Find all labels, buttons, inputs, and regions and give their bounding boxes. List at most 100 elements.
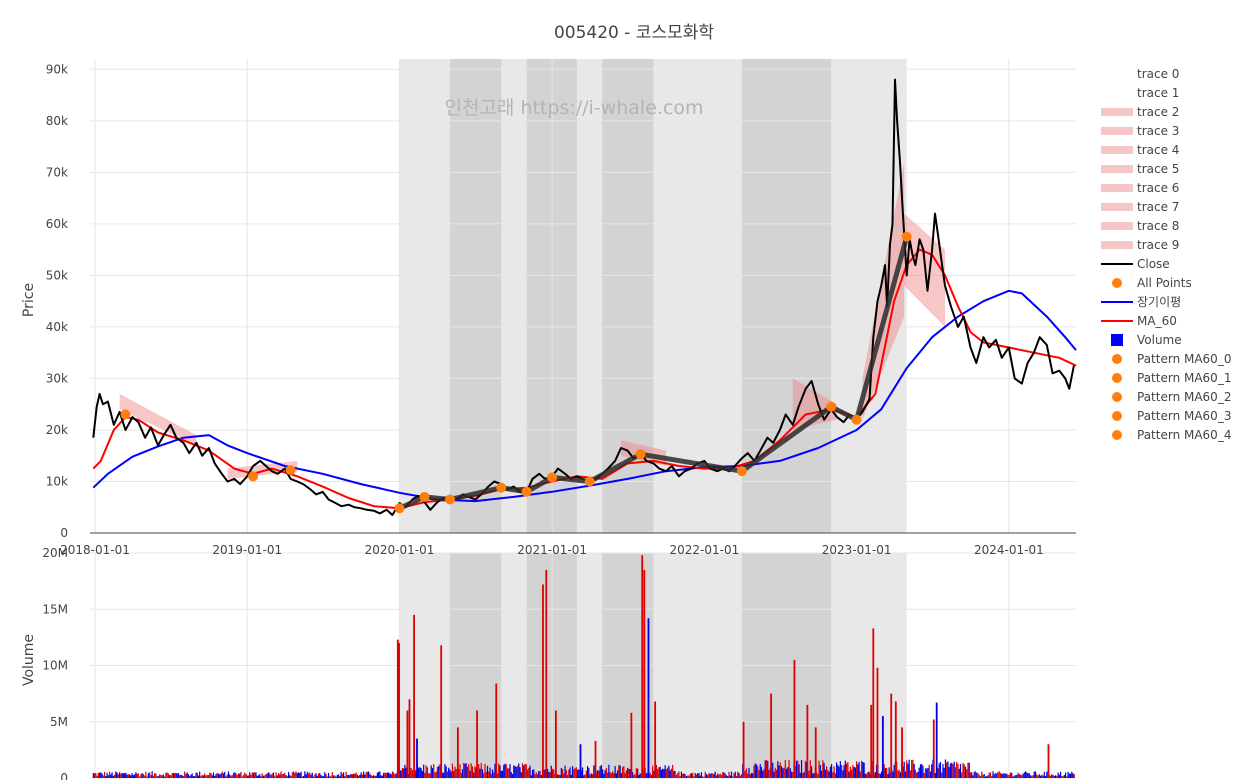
volume-bar [789,768,791,778]
volume-bar [353,773,355,778]
legend-item[interactable]: trace 7 [1101,200,1179,214]
volume-bar [146,776,148,778]
legend-item[interactable]: All Points [1112,276,1192,290]
volume-bar [121,772,123,778]
volume-bar [1053,775,1055,778]
legend-item[interactable]: 장기이평 [1101,295,1181,309]
volume-bar [753,765,755,778]
volume-bar [576,769,579,778]
volume-bar [792,771,794,778]
volume-bar [590,773,592,778]
legend-item[interactable]: MA_60 [1101,314,1177,328]
volume-bar [95,772,97,778]
volume-bar [689,773,691,778]
volume-bar [454,766,456,778]
close-line [92,78,1075,516]
legend-item[interactable]: Close [1101,257,1170,271]
volume-bar [797,760,799,778]
volume-bar [306,771,308,778]
volume-bar [335,776,337,778]
volume-bar [480,763,482,778]
volume-bar [899,772,902,778]
volume-bar [964,766,967,778]
legend-item[interactable]: Pattern MA60_4 [1112,428,1231,442]
volume-bar [864,773,866,778]
volume-bar [506,768,509,778]
volume-bar [619,765,621,778]
volume-bar [639,773,641,778]
volume-bar [518,763,520,778]
volume-bar [189,775,191,778]
volume-bar [242,775,245,778]
volume-bar [622,766,624,778]
volume-bar [954,767,957,778]
legend-item[interactable]: trace 4 [1101,143,1179,157]
legend-item[interactable]: Pattern MA60_0 [1112,352,1231,366]
legend-item[interactable]: Pattern MA60_1 [1112,371,1231,385]
volume-bar [164,776,166,778]
volume-bar [225,776,227,778]
legend-item[interactable]: Pattern MA60_3 [1112,409,1231,423]
legend-item[interactable]: trace 6 [1101,181,1179,195]
legend-item[interactable]: trace 0 [1137,67,1179,81]
legend[interactable]: trace 0 trace 1 trace 2 trace 3 trace 4 trace… [1101,67,1231,442]
volume-bar [488,771,490,778]
volume-tick-label: 20M [42,546,68,560]
volume-bar [124,772,126,778]
volume-bar [924,768,927,778]
volume-bar [423,764,425,778]
volume-bar [413,614,415,778]
legend-item[interactable]: trace 1 [1137,86,1179,100]
volume-bar [329,776,331,778]
volume-bar [112,775,114,778]
volume-bar [935,702,938,778]
volume-bar [745,768,748,778]
legend-label: trace 9 [1137,238,1179,252]
axes: 0 10k 20k 30k 40k 50k 60k 70k 80k 90k 0 5M 10M 15M 20M… [42,62,1076,780]
volume-bar [575,767,577,778]
volume-bar [851,769,853,778]
volume-bar [465,763,467,778]
volume-bar [787,767,789,778]
volume-bar [115,771,117,778]
volume-bar [660,769,663,778]
pattern-band [227,460,298,479]
legend-label: trace 0 [1137,67,1179,81]
volume-bar [830,764,833,778]
volume-bar [894,701,897,778]
volume-bar [932,719,935,778]
price-tick-label: 40k [46,320,68,334]
volume-bar [176,773,178,778]
volume-bar [214,775,216,778]
volume-bar [908,759,910,778]
volume-bar [678,771,680,778]
volume-bar [167,773,170,778]
volume-bar [142,774,144,778]
volume-bar [179,774,181,778]
legend-item[interactable]: Pattern MA60_2 [1112,390,1231,404]
volume-bar [752,773,754,778]
legend-label: MA_60 [1137,314,1177,328]
volume-bar [725,775,728,778]
legend-band-swatch [1101,241,1133,249]
volume-bar [1068,773,1070,778]
legend-item[interactable]: trace 8 [1101,219,1179,233]
all-points-marker [496,482,507,493]
volume-bar [149,772,151,778]
volume-bar [491,769,494,778]
volume-bar [767,760,769,778]
volume-bar [929,771,932,778]
volume-bar [680,771,683,778]
volume-bar [554,710,557,778]
volume-bar [330,775,332,778]
legend-item[interactable]: trace 3 [1101,124,1179,138]
legend-item[interactable]: trace 5 [1101,162,1179,176]
volume-bar [972,775,974,778]
volume-bar [953,761,955,778]
legend-item[interactable]: trace 9 [1101,238,1179,252]
legend-item[interactable]: trace 2 [1101,105,1179,119]
legend-item[interactable]: Volume [1111,333,1182,347]
volume-bar [728,771,730,778]
volume-bar [383,772,385,778]
volume-bar [503,764,505,778]
